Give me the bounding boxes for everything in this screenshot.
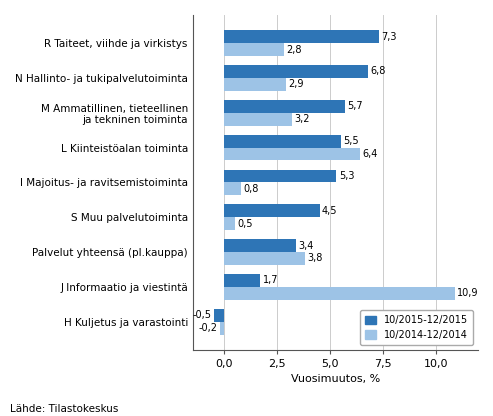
Text: 0,8: 0,8 — [244, 184, 259, 194]
Text: 2,9: 2,9 — [288, 79, 304, 89]
Text: 2,8: 2,8 — [286, 45, 302, 54]
Bar — [224, 30, 379, 43]
Bar — [224, 252, 305, 265]
Text: Lähde: Tilastokeskus: Lähde: Tilastokeskus — [10, 404, 118, 414]
Bar — [224, 217, 235, 230]
Bar — [224, 182, 242, 195]
Bar — [224, 169, 336, 182]
X-axis label: Vuosimuutos, %: Vuosimuutos, % — [291, 374, 380, 384]
Text: 5,7: 5,7 — [348, 102, 363, 111]
Text: 4,5: 4,5 — [322, 206, 338, 216]
Legend: 10/2015-12/2015, 10/2014-12/2014: 10/2015-12/2015, 10/2014-12/2014 — [360, 310, 473, 345]
Bar — [224, 113, 292, 126]
Bar — [224, 287, 455, 300]
Text: 5,5: 5,5 — [343, 136, 359, 146]
Text: 3,4: 3,4 — [299, 240, 314, 250]
Text: 3,2: 3,2 — [295, 114, 310, 124]
Bar — [224, 43, 283, 56]
Text: -0,2: -0,2 — [199, 323, 218, 333]
Text: 3,8: 3,8 — [307, 253, 322, 263]
Text: -0,5: -0,5 — [192, 310, 211, 320]
Text: 5,3: 5,3 — [339, 171, 354, 181]
Text: 7,3: 7,3 — [381, 32, 397, 42]
Text: 6,8: 6,8 — [371, 67, 386, 77]
Bar — [224, 239, 296, 252]
Text: 6,4: 6,4 — [362, 149, 378, 159]
Bar — [224, 78, 286, 91]
Text: 1,7: 1,7 — [263, 275, 279, 285]
Text: 10,9: 10,9 — [458, 288, 479, 298]
Bar — [220, 322, 224, 334]
Bar — [214, 309, 224, 322]
Bar — [224, 204, 319, 217]
Text: 0,5: 0,5 — [238, 219, 253, 229]
Bar — [224, 274, 260, 287]
Bar — [224, 148, 360, 161]
Bar — [224, 65, 368, 78]
Bar — [224, 100, 345, 113]
Bar — [224, 135, 341, 148]
